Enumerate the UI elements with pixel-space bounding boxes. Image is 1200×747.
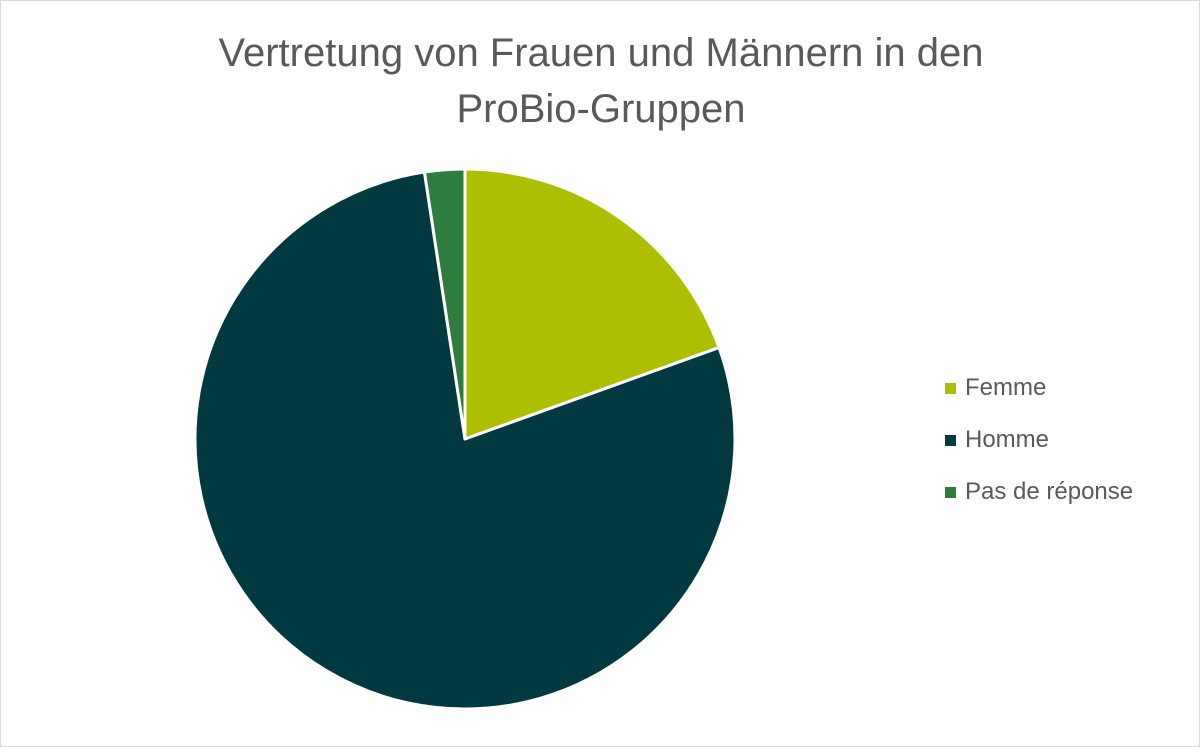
legend-swatch-homme: [945, 435, 956, 446]
chart-title-line-2: ProBio-Gruppen: [456, 87, 746, 131]
legend-swatch-pas-de-reponse: [945, 487, 956, 498]
legend-label-homme: Homme: [965, 426, 1050, 453]
pie-slice-femme: [463, 167, 721, 441]
legend-item-pas-de-reponse: Pas de réponse: [945, 475, 1185, 527]
legend-item-femme: Femme: [945, 371, 1185, 423]
legend: Femme Homme Pas de réponse: [945, 371, 1185, 527]
pie-slice-pas-de-reponse: [422, 167, 467, 441]
chart-title-line-1: Vertretung von Frauen und Männern in den: [218, 31, 984, 75]
legend-item-homme: Homme: [945, 423, 1185, 475]
pie-slice-homme: [193, 170, 737, 711]
chart-title: Vertretung von Frauen und Männern in den…: [101, 25, 1101, 137]
legend-label-pas-de-reponse: Pas de réponse: [965, 478, 1134, 505]
legend-swatch-femme: [945, 383, 956, 394]
legend-label-femme: Femme: [965, 374, 1047, 401]
